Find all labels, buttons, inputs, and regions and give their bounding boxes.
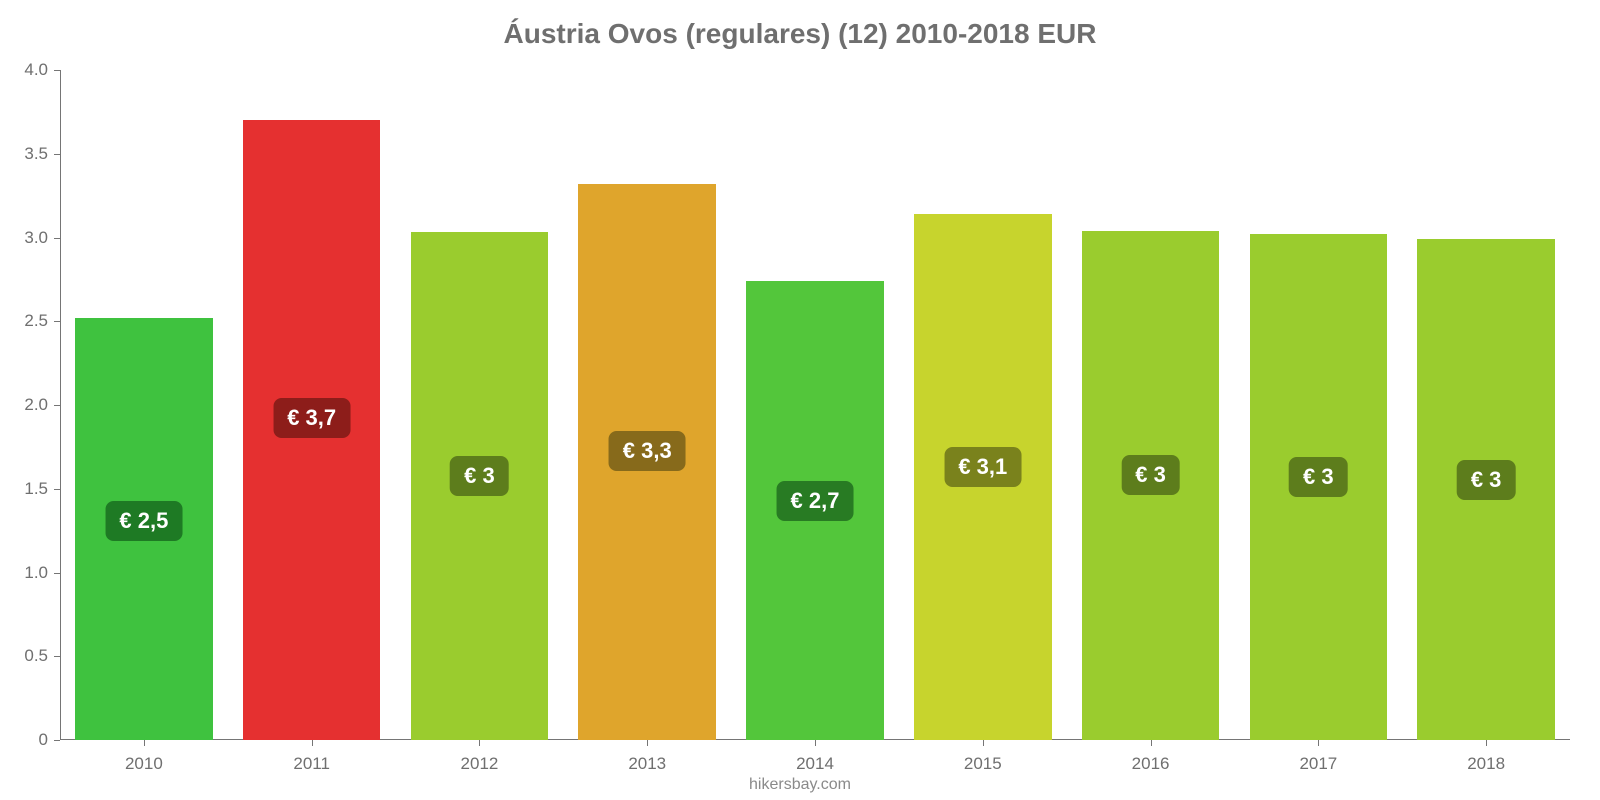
y-tick-label: 3.5	[24, 144, 48, 164]
y-tick-label: 2.0	[24, 395, 48, 415]
x-tick-mark	[312, 740, 313, 746]
y-tick-mark	[54, 238, 60, 239]
bar-slot: € 3,32013	[563, 70, 731, 740]
x-tick-mark	[815, 740, 816, 746]
bar: € 3,1	[914, 214, 1052, 740]
bar-value-badge: € 3,3	[609, 431, 686, 471]
x-tick-label: 2018	[1467, 754, 1505, 774]
y-tick-mark	[54, 740, 60, 741]
bar-slot: € 32017	[1234, 70, 1402, 740]
bar-value-badge: € 3	[1457, 460, 1516, 500]
y-tick-mark	[54, 321, 60, 322]
bar-value-badge: € 3	[1289, 457, 1348, 497]
bar-slot: € 3,12015	[899, 70, 1067, 740]
y-tick-label: 1.0	[24, 563, 48, 583]
y-tick-mark	[54, 489, 60, 490]
y-tick-label: 0.5	[24, 646, 48, 666]
x-tick-label: 2016	[1132, 754, 1170, 774]
bar-value-badge: € 2,5	[105, 501, 182, 541]
x-tick-mark	[647, 740, 648, 746]
y-tick-label: 2.5	[24, 311, 48, 331]
bar-value-badge: € 3	[450, 456, 509, 496]
bar: € 3	[1082, 231, 1220, 740]
bar: € 2,5	[75, 318, 213, 740]
x-tick-label: 2014	[796, 754, 834, 774]
bar-slot: € 32012	[396, 70, 564, 740]
bar: € 3	[1250, 234, 1388, 740]
credit-text: hikersbay.com	[0, 776, 1600, 794]
bar-value-badge: € 3,7	[273, 398, 350, 438]
bar-value-badge: € 3	[1121, 455, 1180, 495]
y-tick-label: 1.5	[24, 479, 48, 499]
y-tick-mark	[54, 405, 60, 406]
bar-value-badge: € 3,1	[944, 447, 1021, 487]
x-tick-mark	[1318, 740, 1319, 746]
x-tick-mark	[1151, 740, 1152, 746]
y-tick-mark	[54, 656, 60, 657]
x-tick-mark	[144, 740, 145, 746]
x-tick-mark	[1486, 740, 1487, 746]
y-tick-label: 4.0	[24, 60, 48, 80]
plot-area: € 2,52010€ 3,72011€ 32012€ 3,32013€ 2,72…	[60, 70, 1570, 740]
x-tick-label: 2010	[125, 754, 163, 774]
bar-slot: € 2,72014	[731, 70, 899, 740]
x-tick-label: 2017	[1299, 754, 1337, 774]
y-tick-label: 3.0	[24, 228, 48, 248]
y-tick-mark	[54, 573, 60, 574]
x-tick-mark	[479, 740, 480, 746]
bar: € 3	[411, 232, 549, 740]
bar: € 3,7	[243, 120, 381, 740]
bar-value-badge: € 2,7	[777, 481, 854, 521]
chart-title: Áustria Ovos (regulares) (12) 2010-2018 …	[0, 0, 1600, 50]
y-tick-mark	[54, 154, 60, 155]
bars-group: € 2,52010€ 3,72011€ 32012€ 3,32013€ 2,72…	[60, 70, 1570, 740]
bar: € 2,7	[746, 281, 884, 740]
x-tick-label: 2015	[964, 754, 1002, 774]
chart-container: Áustria Ovos (regulares) (12) 2010-2018 …	[0, 0, 1600, 800]
bar-slot: € 32018	[1402, 70, 1570, 740]
bar-slot: € 3,72011	[228, 70, 396, 740]
x-tick-label: 2011	[293, 754, 330, 774]
bar: € 3,3	[578, 184, 716, 740]
bar: € 3	[1417, 239, 1555, 740]
bar-slot: € 2,52010	[60, 70, 228, 740]
y-tick-mark	[54, 70, 60, 71]
x-tick-label: 2013	[628, 754, 666, 774]
bar-slot: € 32016	[1067, 70, 1235, 740]
y-tick-label: 0	[39, 730, 48, 750]
x-tick-label: 2012	[461, 754, 499, 774]
x-tick-mark	[983, 740, 984, 746]
